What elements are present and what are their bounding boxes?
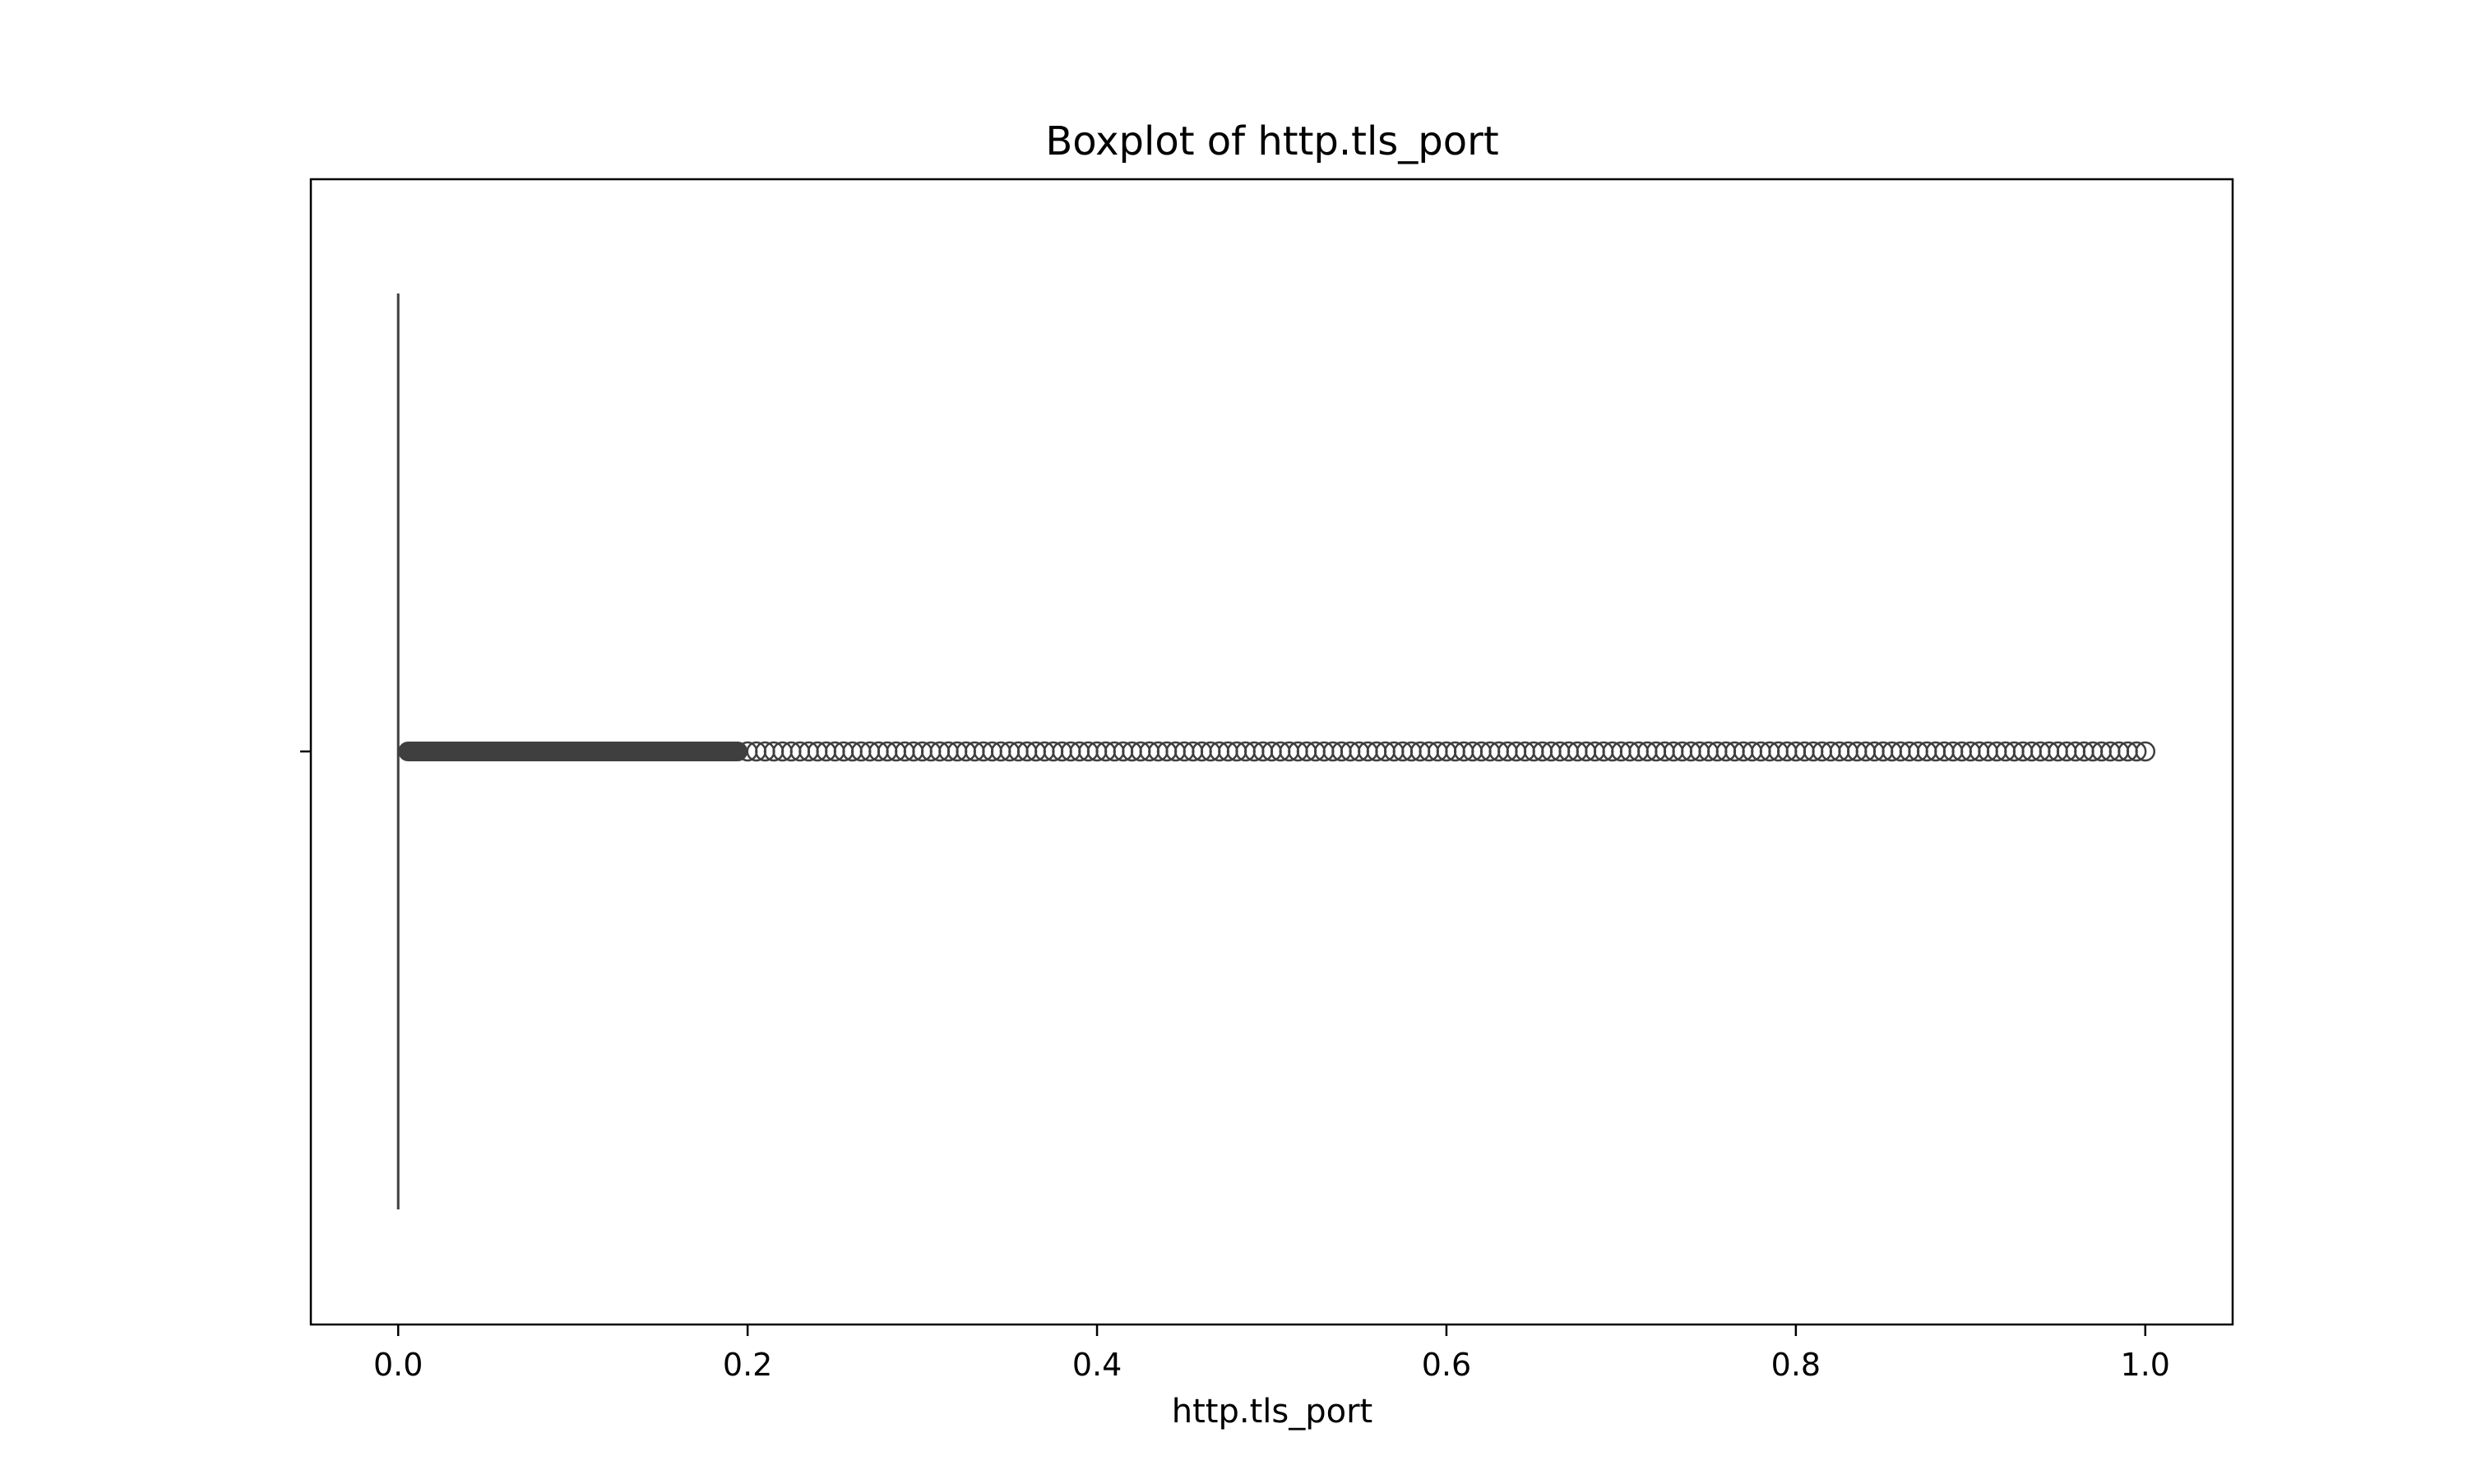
outlier-dense-band [398,742,748,761]
x-axis-label: http.tls_port [1172,1393,1372,1431]
x-tick-label: 0.8 [1771,1347,1821,1383]
x-tick-label: 1.0 [2121,1347,2170,1383]
outlier-point [2135,741,2156,762]
x-tick-label: 0.0 [373,1347,423,1383]
chart-title: Boxplot of http.tls_port [1045,118,1498,164]
x-tick-label: 0.2 [723,1347,772,1383]
outlier-point [2126,741,2147,762]
plot-marks [396,294,2156,1209]
x-tick-label: 0.4 [1072,1347,1122,1383]
x-axis-ticks: 0.0 0.2 0.4 0.6 0.8 1.0 [373,1325,2170,1383]
x-tick-label: 0.6 [1422,1347,1471,1383]
